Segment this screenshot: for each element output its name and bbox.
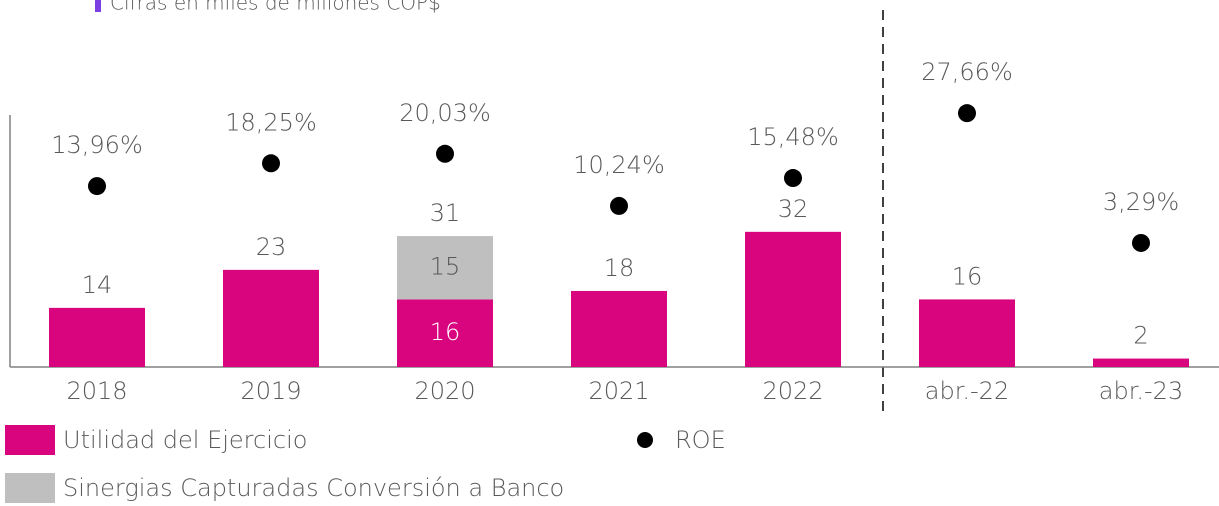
bar xyxy=(745,231,841,367)
x-tick-label: 2018 xyxy=(66,377,127,405)
x-tick-label: 2021 xyxy=(588,377,649,405)
data-label: 18,25% xyxy=(225,108,317,136)
data-label: 3,29% xyxy=(1103,188,1179,216)
data-label: 16 xyxy=(952,262,983,290)
roe-dot xyxy=(88,177,106,196)
legend-label: Sinergias Capturadas Conversión a Banco xyxy=(63,474,564,502)
legend-marker xyxy=(637,432,653,448)
roe-dot xyxy=(1132,233,1150,252)
roe-dot xyxy=(436,144,454,163)
roe-dot xyxy=(262,154,280,173)
data-label: 18 xyxy=(604,254,635,282)
chart-subtitle: Cifras en miles de millones COP$ xyxy=(110,0,441,15)
x-tick-label: abr.-23 xyxy=(1099,377,1183,405)
x-tick-label: abr.-22 xyxy=(925,377,1009,405)
bar xyxy=(1093,358,1189,367)
data-label: 23 xyxy=(256,233,287,261)
data-label: 10,24% xyxy=(573,151,665,179)
data-label: 2 xyxy=(1133,322,1148,350)
bar xyxy=(397,236,493,300)
legend-swatch xyxy=(5,473,55,503)
x-tick-label: 2020 xyxy=(414,377,475,405)
bar xyxy=(571,290,667,367)
roe-dot xyxy=(784,169,802,188)
legend-label: ROE xyxy=(675,426,726,454)
legend-swatch xyxy=(5,425,55,455)
data-label: 16 xyxy=(430,318,461,346)
data-label: 20,03% xyxy=(399,99,491,127)
data-label: 15,48% xyxy=(747,123,839,151)
roe-dot xyxy=(610,196,628,215)
data-label: 13,96% xyxy=(51,131,143,159)
data-label: 15 xyxy=(430,253,461,281)
subtitle-marker xyxy=(95,0,101,12)
bar xyxy=(223,269,319,367)
bar xyxy=(397,299,493,367)
bar xyxy=(919,299,1015,367)
x-tick-label: 2019 xyxy=(240,377,301,405)
bar xyxy=(49,307,145,367)
data-label: 14 xyxy=(82,271,113,299)
data-label: 27,66% xyxy=(921,58,1013,86)
data-label: 32 xyxy=(778,195,809,223)
x-tick-label: 2022 xyxy=(762,377,823,405)
legend-label: Utilidad del Ejercicio xyxy=(63,426,307,454)
total-label: 31 xyxy=(430,199,461,227)
roe-dot xyxy=(958,104,976,123)
